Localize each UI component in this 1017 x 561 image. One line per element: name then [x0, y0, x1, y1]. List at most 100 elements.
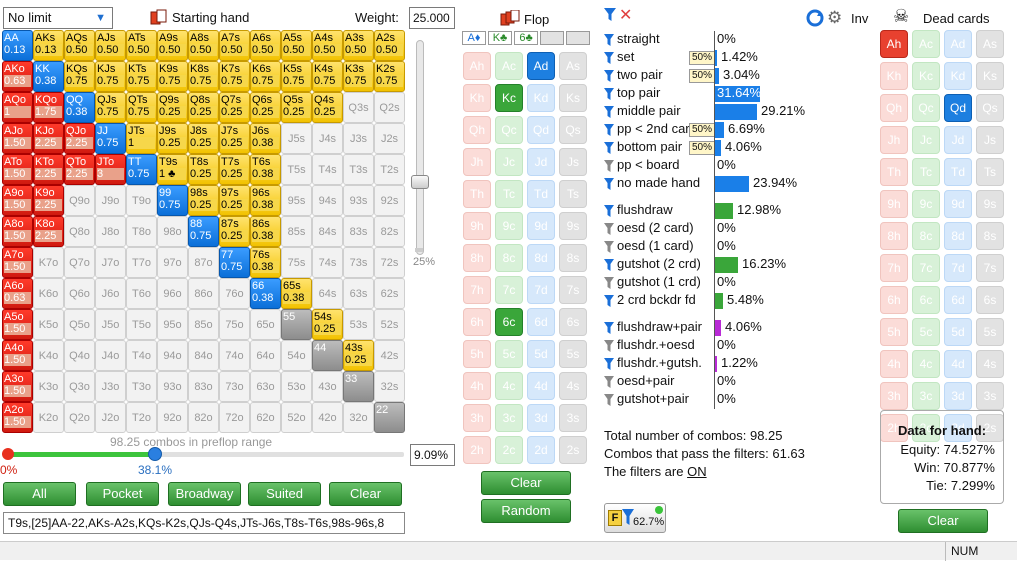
hand-cell[interactable]: A9o 1.50 [2, 185, 33, 216]
board-card[interactable]: Qd [527, 116, 555, 144]
hand-cell[interactable]: Q2o [64, 402, 95, 433]
funnel-icon[interactable] [604, 240, 614, 253]
hand-cell[interactable]: ATo 1.50 [2, 154, 33, 185]
board-card[interactable]: 2h [463, 436, 491, 464]
hand-cell[interactable]: K7o [33, 247, 64, 278]
hand-cell[interactable]: Q3o [64, 371, 95, 402]
hand-cell[interactable]: A2s 0.50 [374, 30, 405, 61]
hand-cell[interactable]: 85s [281, 216, 312, 247]
board-card[interactable]: Js [559, 148, 587, 176]
filter-row[interactable]: pp < board [604, 157, 680, 175]
hand-cell[interactable]: 32o [343, 402, 374, 433]
hand-cell[interactable]: 82o [188, 402, 219, 433]
dead-card[interactable]: Ks [976, 62, 1004, 90]
gear-icon[interactable]: ⚙ [827, 8, 843, 27]
hand-cell[interactable]: QJs 0.75 [95, 92, 126, 123]
hand-cell[interactable]: Q6o [64, 278, 95, 309]
board-card[interactable]: 5d [527, 340, 555, 368]
hand-cell[interactable]: 77 0.75 [219, 247, 250, 278]
hand-cell[interactable]: JJ 0.75 [95, 123, 126, 154]
hand-cell[interactable]: J9s 0.25 [157, 123, 188, 154]
dead-card[interactable]: 2d [944, 414, 972, 442]
hand-cell[interactable]: QTo 2.25 [64, 154, 95, 185]
board-card[interactable]: 7s [559, 276, 587, 304]
dead-card[interactable]: 8d [944, 222, 972, 250]
hand-cell[interactable]: 87o [188, 247, 219, 278]
hand-cell[interactable]: J5s [281, 123, 312, 154]
hand-cell[interactable]: T4o [126, 340, 157, 371]
hand-cell[interactable]: 66 0.38 [250, 278, 281, 309]
hand-cell[interactable]: ATs 0.50 [126, 30, 157, 61]
filter-row[interactable]: gutshot (1 crd) [604, 274, 701, 292]
hand-cell[interactable]: 95s [281, 185, 312, 216]
board-card[interactable]: Jc [495, 148, 523, 176]
hand-cell[interactable]: T9o [126, 185, 157, 216]
dead-card[interactable]: 9h [880, 190, 908, 218]
board-card[interactable]: Ac [495, 52, 523, 80]
funnel-icon[interactable] [604, 204, 614, 217]
dead-card[interactable]: Ts [976, 158, 1004, 186]
hand-cell[interactable]: 75s [281, 247, 312, 278]
hand-cell[interactable]: A8s 0.50 [188, 30, 219, 61]
dead-card[interactable]: Jh [880, 126, 908, 154]
funnel-icon[interactable] [604, 177, 614, 190]
hand-cell[interactable]: KK 0.38 [33, 61, 64, 92]
flop-slot[interactable] [566, 31, 590, 45]
hand-cell[interactable]: T3o [126, 371, 157, 402]
hand-cell[interactable]: AKo 0.63 [2, 61, 33, 92]
board-card[interactable]: 2c [495, 436, 523, 464]
filter-row[interactable]: middle pair [604, 103, 681, 121]
hand-cell[interactable]: 92s [374, 185, 405, 216]
range-bar-knob[interactable] [148, 447, 162, 461]
limit-dropdown[interactable]: No limit ▼ [3, 7, 113, 29]
hand-cell[interactable]: 43o [312, 371, 343, 402]
board-card[interactable]: 6h [463, 308, 491, 336]
hand-cell[interactable]: Q9s 0.25 [157, 92, 188, 123]
board-card[interactable]: Qc [495, 116, 523, 144]
hand-cell[interactable]: 73o [219, 371, 250, 402]
board-card[interactable]: 7d [527, 276, 555, 304]
hand-cell[interactable]: 83o [188, 371, 219, 402]
broadway-button[interactable]: Broadway [168, 482, 241, 506]
dead-card[interactable]: 7c [912, 254, 940, 282]
clear-dead-button[interactable]: Clear [898, 509, 988, 533]
hand-cell[interactable]: T5s [281, 154, 312, 185]
hand-cell[interactable]: J2s [374, 123, 405, 154]
hand-cell[interactable]: 63s [343, 278, 374, 309]
hand-cell[interactable]: Q8o [64, 216, 95, 247]
range-bar-track[interactable] [6, 452, 404, 457]
range-text-input[interactable]: T9s,[25]AA-22,AKs-A2s,KQs-K2s,QJs-Q4s,JT… [3, 512, 405, 534]
hand-cell[interactable]: KTo 2.25 [33, 154, 64, 185]
hand-cell[interactable]: Q7s 0.25 [219, 92, 250, 123]
hand-cell[interactable]: 76s 0.38 [250, 247, 281, 278]
hand-cell[interactable]: 64s [312, 278, 343, 309]
hand-cell[interactable]: 44 [312, 340, 343, 371]
hand-cell[interactable]: K4o [33, 340, 64, 371]
board-card[interactable]: 8s [559, 244, 587, 272]
hand-cell[interactable]: 52o [281, 402, 312, 433]
hand-cell[interactable]: 72s [374, 247, 405, 278]
hand-cell[interactable]: J6o [95, 278, 126, 309]
dead-card[interactable]: Tc [912, 158, 940, 186]
hand-cell[interactable]: J5o [95, 309, 126, 340]
inv-label[interactable]: Inv [851, 11, 869, 26]
dead-card[interactable]: 4s [976, 350, 1004, 378]
dead-card[interactable]: 4h [880, 350, 908, 378]
hand-cell[interactable]: KTs 0.75 [126, 61, 157, 92]
funnel-icon[interactable] [604, 159, 614, 172]
dead-card[interactable]: Jc [912, 126, 940, 154]
hand-cell[interactable]: T6o [126, 278, 157, 309]
filter-row[interactable]: two pair [604, 67, 663, 85]
dead-card[interactable]: 8c [912, 222, 940, 250]
hand-cell[interactable]: J9o [95, 185, 126, 216]
funnel-icon[interactable] [604, 258, 614, 271]
hand-cell[interactable]: 65s 0.38 [281, 278, 312, 309]
hand-cell[interactable]: A5o 1.50 [2, 309, 33, 340]
board-card[interactable]: 7h [463, 276, 491, 304]
hand-cell[interactable]: 74o [219, 340, 250, 371]
dead-card[interactable]: 5c [912, 318, 940, 346]
hand-cell[interactable]: AQs 0.50 [64, 30, 95, 61]
dead-card[interactable]: 8s [976, 222, 1004, 250]
hand-cell[interactable]: 84s [312, 216, 343, 247]
hand-cell[interactable]: 88 0.75 [188, 216, 219, 247]
